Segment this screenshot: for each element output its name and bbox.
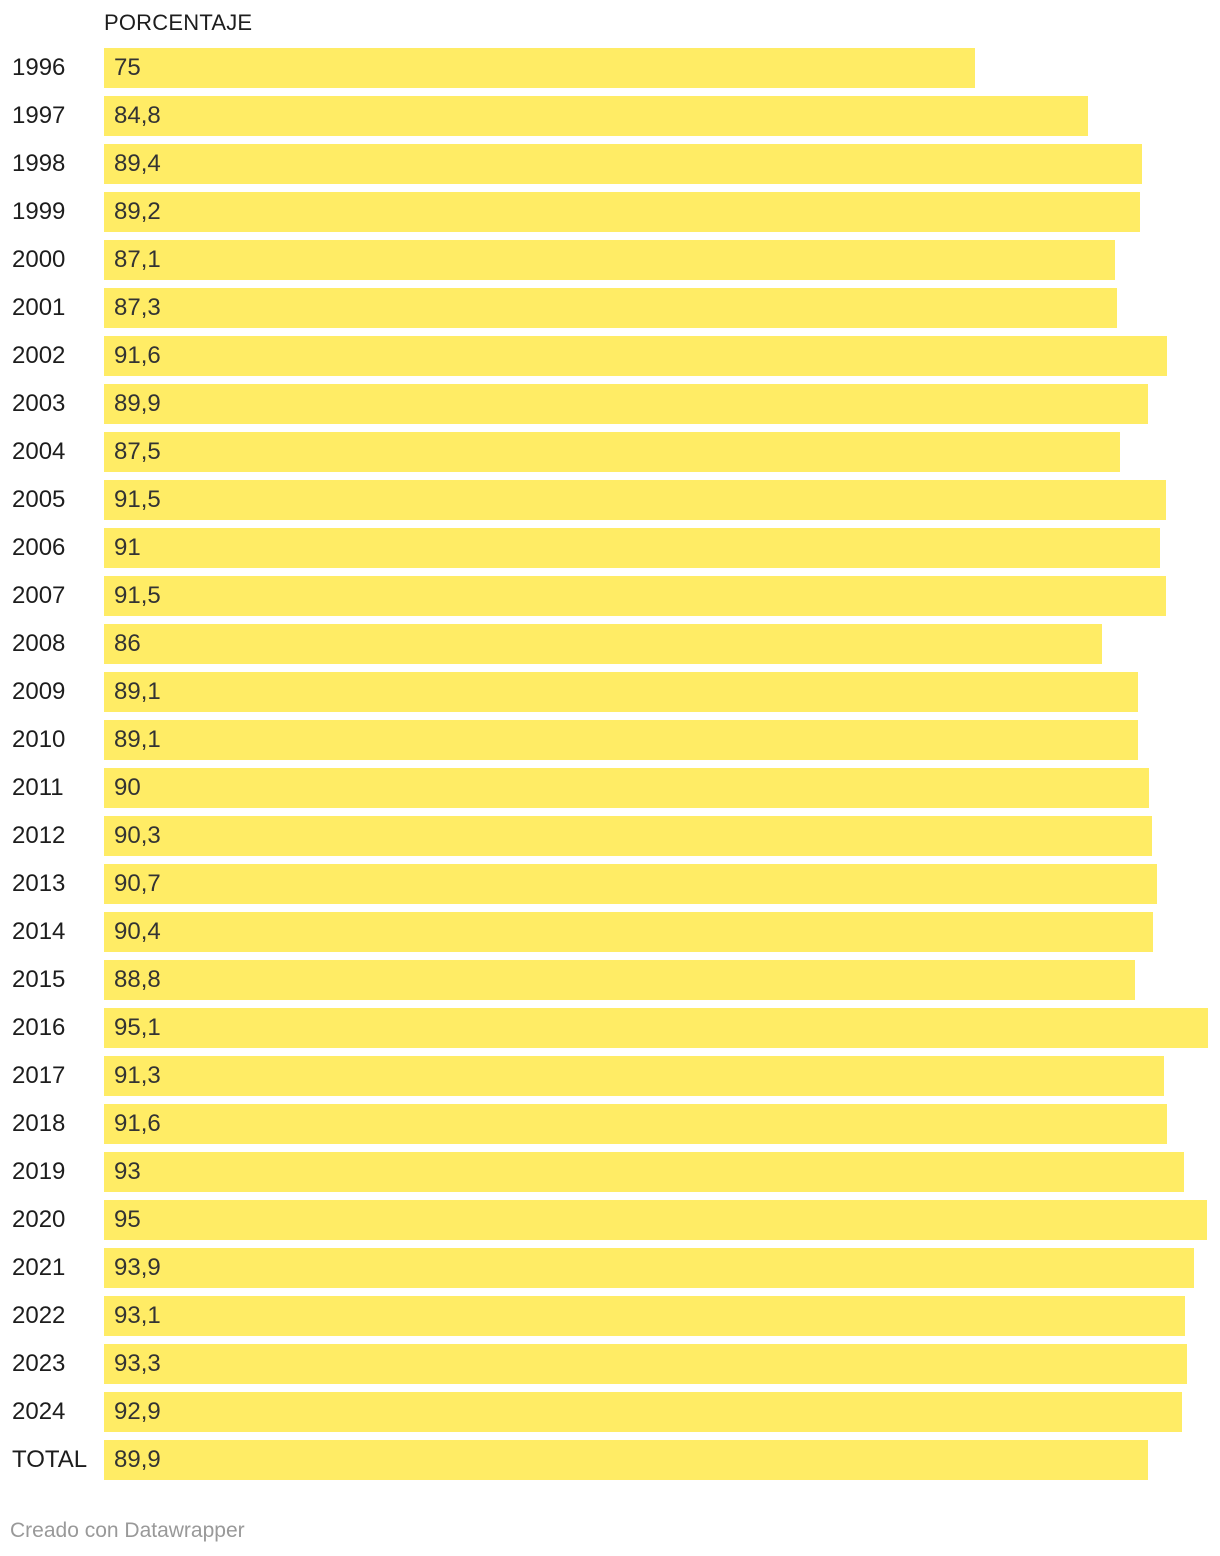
bar: [104, 48, 975, 88]
bar-value-label: 93,9: [114, 1254, 161, 1281]
credit-text: Creado con Datawrapper: [10, 1519, 245, 1542]
bar-chart: PORCENTAJE 1996 75 1997 84,8 1998 89,4 1999 89,…: [12, 10, 1208, 1480]
row-label: 2000: [12, 246, 66, 273]
bar-value-label: 93,3: [114, 1350, 161, 1377]
row-label: 2021: [12, 1254, 66, 1281]
bar-value-label: 89,1: [114, 726, 161, 753]
bar: [104, 576, 1167, 616]
bar-value-label: 89,2: [114, 198, 161, 225]
bar-value-label: 89,4: [114, 150, 161, 177]
row-label: TOTAL: [12, 1446, 88, 1473]
row-label: 2007: [12, 582, 66, 609]
row-label: 2005: [12, 486, 66, 513]
row-label: 2011: [12, 774, 64, 801]
row-label: 2017: [12, 1062, 66, 1089]
bar-value-label: 90: [114, 774, 141, 801]
bar: [104, 1200, 1207, 1240]
bar-value-label: 92,9: [114, 1398, 161, 1425]
bar-value-label: 91,5: [114, 582, 161, 609]
bar: [104, 1056, 1164, 1096]
bar: [104, 864, 1157, 904]
bar-value-label: 89,9: [114, 1446, 161, 1473]
bar: [104, 672, 1139, 712]
bar: [104, 1008, 1208, 1048]
bar: [104, 480, 1167, 520]
row-label: 1997: [12, 102, 66, 129]
row-label: 2013: [12, 870, 66, 897]
row-label: 2009: [12, 678, 66, 705]
row-label: 1996: [12, 54, 66, 81]
bar: [104, 96, 1089, 136]
row-label: 2006: [12, 534, 66, 561]
row-label: 2022: [12, 1302, 66, 1329]
bar: [104, 1344, 1188, 1384]
row-label: 2002: [12, 342, 66, 369]
row-label: 2019: [12, 1158, 66, 1185]
row-label: 2018: [12, 1110, 66, 1137]
bar: [104, 912, 1154, 952]
row-label: 2014: [12, 918, 66, 945]
bar-value-label: 93,1: [114, 1302, 161, 1329]
row-label: 2004: [12, 438, 66, 465]
bar-value-label: 87,1: [114, 246, 161, 273]
row-label: 2020: [12, 1206, 66, 1233]
row-label: 2016: [12, 1014, 66, 1041]
row-label: 1998: [12, 150, 66, 177]
bar-value-label: 89,9: [114, 390, 161, 417]
row-label: 2010: [12, 726, 66, 753]
bar: [104, 1248, 1195, 1288]
bar-value-label: 95,1: [114, 1014, 161, 1041]
bar: [104, 384, 1148, 424]
bar-value-label: 91,3: [114, 1062, 161, 1089]
bar: [104, 624, 1103, 664]
bar: [104, 192, 1140, 232]
bar: [104, 768, 1149, 808]
bar-value-label: 87,3: [114, 294, 161, 321]
bar: [104, 1392, 1183, 1432]
bar-value-label: 88,8: [114, 966, 161, 993]
bar-value-label: 91,6: [114, 1110, 161, 1137]
row-label: 1999: [12, 198, 66, 225]
bar-value-label: 84,8: [114, 102, 161, 129]
bar-value-label: 87,5: [114, 438, 161, 465]
bar-value-label: 90,4: [114, 918, 161, 945]
bar-value-label: 91,6: [114, 342, 161, 369]
column-header: PORCENTAJE: [104, 10, 253, 35]
bar: [104, 336, 1168, 376]
bar-value-label: 90,3: [114, 822, 161, 849]
bar: [104, 1152, 1184, 1192]
bar-value-label: 95: [114, 1206, 141, 1233]
row-label: 2023: [12, 1350, 66, 1377]
bar-value-label: 90,7: [114, 870, 161, 897]
row-label: 2015: [12, 966, 66, 993]
row-label: 2012: [12, 822, 66, 849]
bar: [104, 288, 1118, 328]
bar: [104, 528, 1161, 568]
bar: [104, 432, 1120, 472]
bar: [104, 1440, 1148, 1480]
bar-value-label: 93: [114, 1158, 141, 1185]
bar-value-label: 89,1: [114, 678, 161, 705]
bar: [104, 240, 1116, 280]
row-label: 2024: [12, 1398, 66, 1425]
bar-value-label: 86: [114, 630, 141, 657]
row-label: 2001: [12, 294, 66, 321]
row-label: 2003: [12, 390, 66, 417]
bar-value-label: 91,5: [114, 486, 161, 513]
row-label: 2008: [12, 630, 66, 657]
bar-value-label: 91: [114, 534, 141, 561]
bar: [104, 720, 1139, 760]
bar: [104, 1104, 1168, 1144]
bar: [104, 960, 1135, 1000]
bar: [104, 1296, 1185, 1336]
bar: [104, 816, 1153, 856]
bar-value-label: 75: [114, 54, 141, 81]
bar: [104, 144, 1142, 184]
